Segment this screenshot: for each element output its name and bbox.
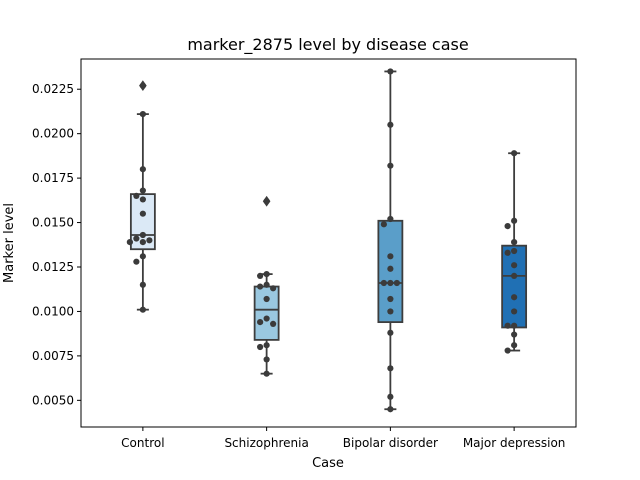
y-tick-label: 0.0150 <box>32 216 74 230</box>
data-point <box>139 231 146 239</box>
data-point <box>511 322 518 329</box>
x-tick-label: Bipolar disorder <box>343 436 438 450</box>
box-major-depression <box>501 244 528 329</box>
y-tick-label: 0.0175 <box>32 171 74 185</box>
data-point <box>263 370 270 377</box>
data-point <box>139 281 146 288</box>
data-point <box>263 295 270 303</box>
data-point <box>139 306 146 313</box>
data-point <box>139 111 146 118</box>
data-point <box>139 166 146 173</box>
y-tick-label: 0.0125 <box>32 260 74 274</box>
data-point <box>387 265 394 272</box>
data-point <box>257 343 264 351</box>
data-point <box>511 294 518 301</box>
data-point <box>270 285 277 292</box>
y-tick-label: 0.0050 <box>32 393 74 407</box>
data-point <box>511 262 518 269</box>
data-point <box>387 121 394 128</box>
data-point <box>257 319 264 326</box>
data-point <box>139 196 146 203</box>
x-tick-label: Schizophrenia <box>224 436 308 450</box>
data-point <box>380 279 387 287</box>
data-point <box>126 239 133 246</box>
x-tick-label: Control <box>121 436 164 450</box>
plot-frame <box>80 58 577 428</box>
data-point <box>504 347 511 354</box>
y-tick-label: 0.0100 <box>32 304 74 318</box>
data-point <box>511 239 518 246</box>
data-point <box>387 215 394 223</box>
data-point <box>387 162 394 169</box>
data-point <box>511 331 518 338</box>
box-schizophrenia <box>253 285 280 341</box>
data-point <box>263 356 270 363</box>
data-point <box>139 253 146 260</box>
data-point <box>133 235 140 242</box>
data-point <box>387 295 394 303</box>
data-point <box>504 322 511 329</box>
data-point <box>263 315 270 322</box>
data-point <box>387 253 394 260</box>
data-point <box>139 239 146 246</box>
data-point <box>387 329 394 336</box>
data-point <box>387 393 394 400</box>
data-point <box>511 217 518 224</box>
x-axis-label: Case <box>312 456 344 471</box>
data-point <box>139 82 146 89</box>
data-point <box>387 308 394 315</box>
data-point <box>387 68 394 75</box>
x-tick-label: Major depression <box>463 436 566 450</box>
y-axis-label: Marker level <box>2 203 17 283</box>
data-point <box>511 342 518 349</box>
data-point <box>387 406 394 413</box>
data-point <box>139 187 146 194</box>
data-point <box>139 210 146 217</box>
data-point <box>511 247 518 255</box>
data-point <box>257 272 264 279</box>
data-point <box>133 192 140 199</box>
plot-area: 0.0050 0.0075 0.0100 0.0125 0.0150 0.0175 0.02… <box>32 58 577 450</box>
data-point <box>511 272 518 279</box>
data-point <box>504 249 511 256</box>
data-point <box>511 150 518 157</box>
data-point <box>133 258 140 265</box>
data-point <box>146 237 153 244</box>
data-point <box>380 221 387 228</box>
y-tick-label: 0.0225 <box>32 82 74 96</box>
data-point <box>387 365 394 372</box>
chart-title: marker_2875 level by disease case <box>187 35 468 55</box>
data-point <box>387 279 394 287</box>
data-point <box>393 279 400 287</box>
data-point <box>263 281 270 288</box>
data-point <box>263 342 270 349</box>
data-point <box>257 283 264 290</box>
y-tick-label: 0.0075 <box>32 349 74 363</box>
data-point <box>270 320 277 327</box>
data-point <box>511 308 518 315</box>
data-point <box>504 223 511 230</box>
data-point <box>263 198 270 205</box>
data-point <box>263 271 270 278</box>
y-tick-label: 0.0200 <box>32 127 74 141</box>
